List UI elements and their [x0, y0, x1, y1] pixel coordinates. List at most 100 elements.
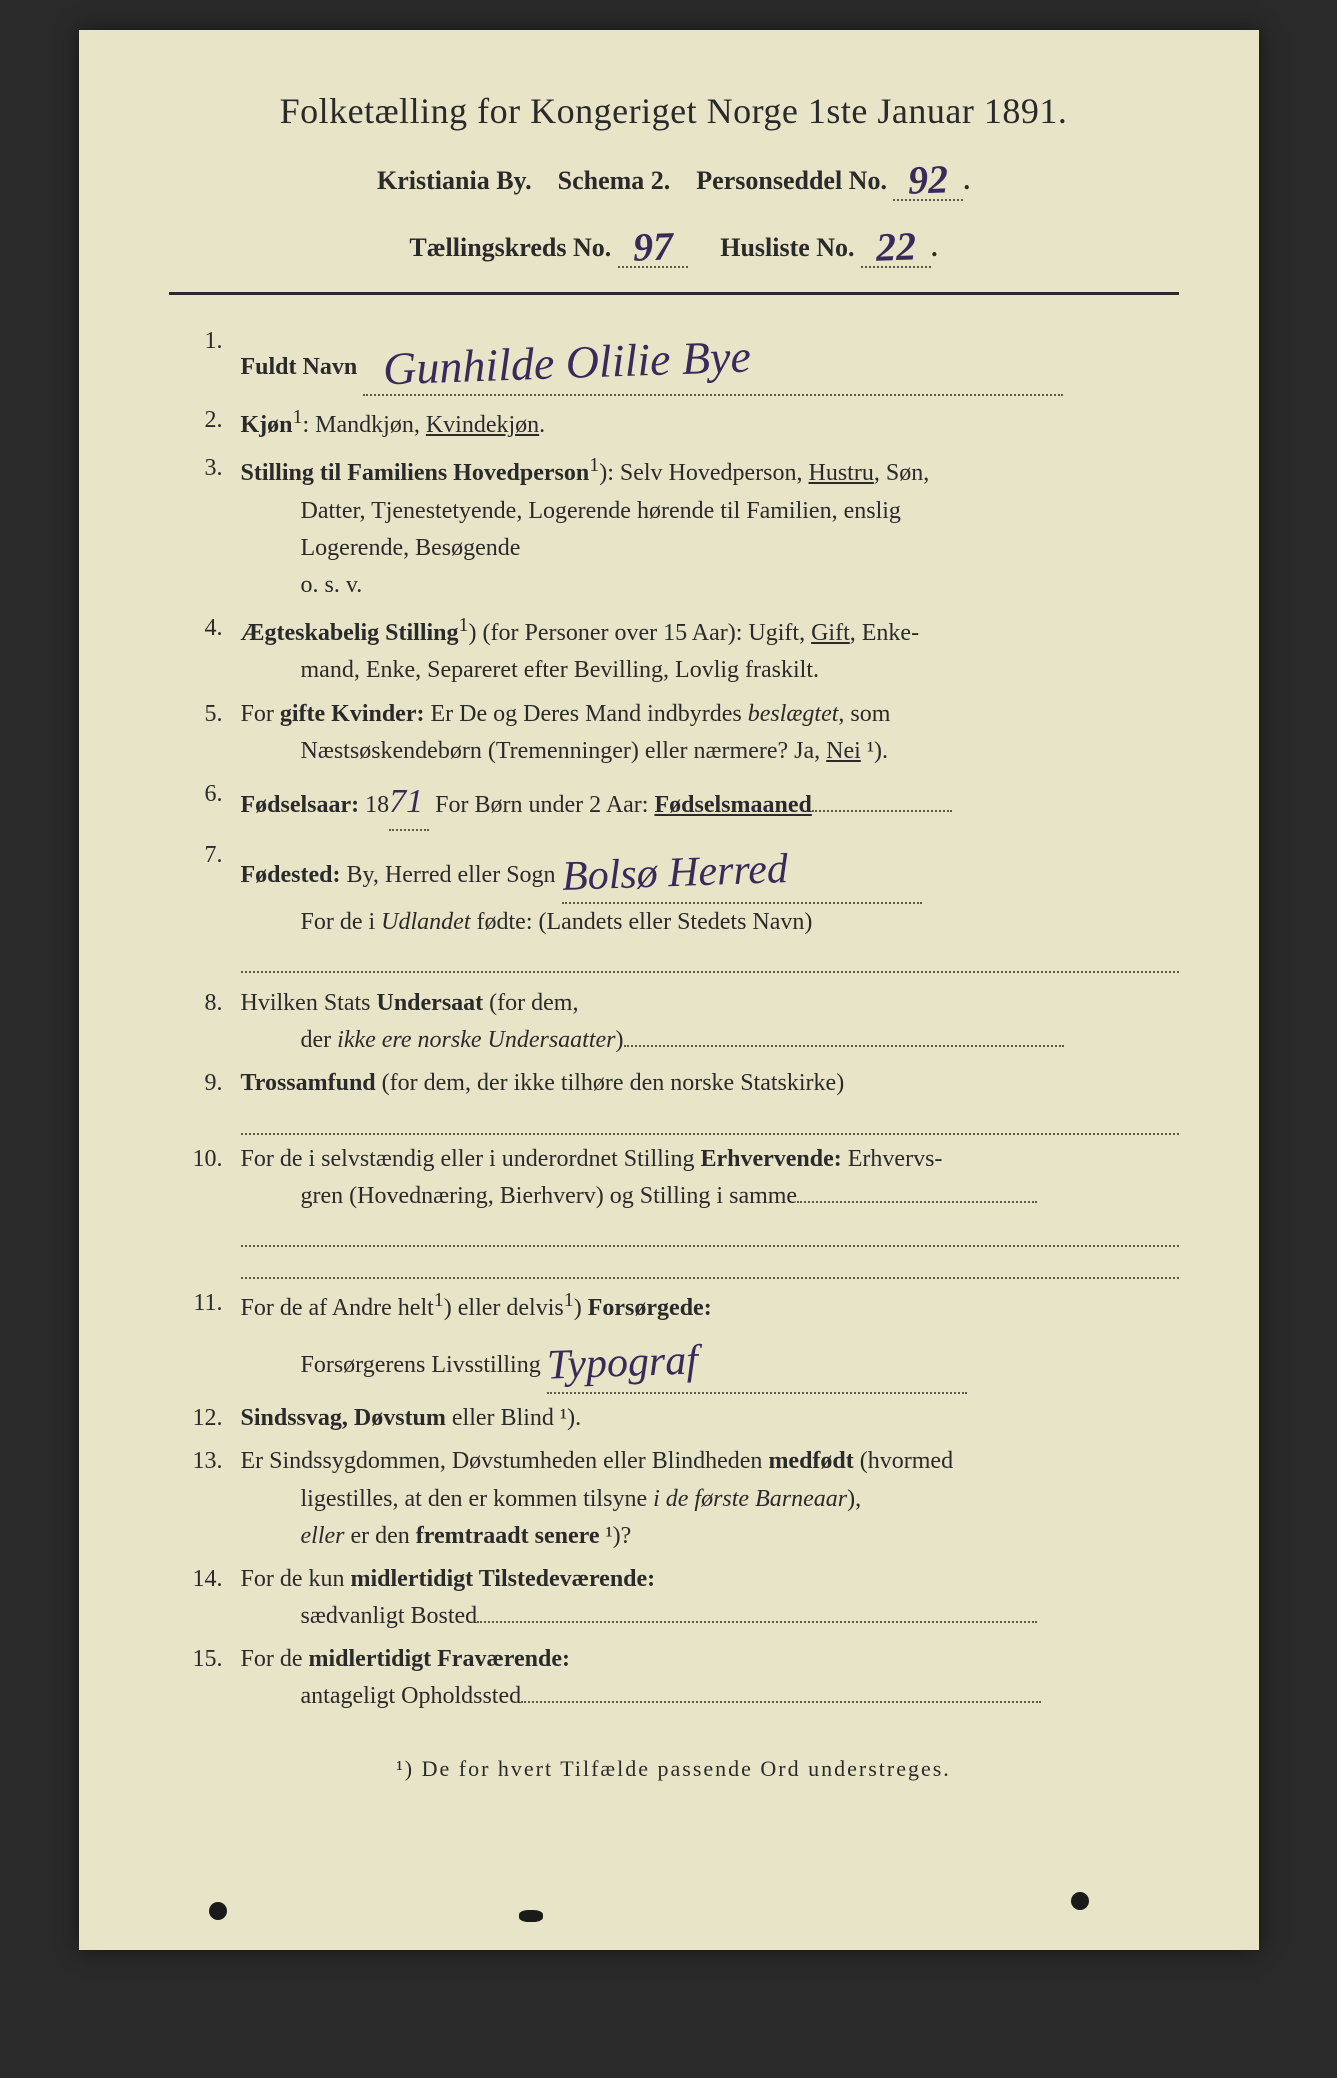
pre: 18 [359, 792, 389, 818]
b2: fremtraadt senere [416, 1523, 600, 1549]
b: midlertidigt Tilstedeværende: [351, 1566, 656, 1592]
l2a: For de i [241, 909, 382, 935]
b2: Fødselsmaaned [654, 792, 811, 818]
blank-line [241, 1257, 1179, 1279]
field-num: 2. [169, 402, 241, 444]
main-title: Folketælling for Kongeriget Norge 1ste J… [169, 90, 1179, 132]
s1: 1 [434, 1289, 444, 1311]
l2a: ligestilles, at den er kommen tilsyne [241, 1486, 654, 1512]
t1b: , Søn, [874, 460, 929, 486]
l2: Forsørgerens Livsstilling [241, 1352, 547, 1378]
label: Fødselsaar: [241, 792, 360, 818]
field-num: 15. [169, 1641, 241, 1715]
u: Gift [811, 620, 850, 646]
field-2: 2. Kjøn1: Mandkjøn, Kvindekjøn. [169, 402, 1179, 444]
lead: For [241, 701, 280, 727]
l1c: (for dem, [483, 990, 578, 1016]
field-5: 5. For gifte Kvinder: Er De og Deres Man… [169, 696, 1179, 770]
r: eller Blind ¹). [446, 1405, 581, 1431]
census-form-page: Folketælling for Kongeriget Norge 1ste J… [79, 30, 1259, 1950]
r: Er De og Deres Mand indbyrdes [424, 701, 747, 727]
s2: 1 [564, 1289, 574, 1311]
l1a: Hvilken Stats [241, 990, 377, 1016]
rest: : Mandkjøn, [303, 412, 426, 438]
r: By, Herred eller Sogn [340, 862, 561, 888]
l2b: ) [616, 1027, 624, 1053]
blank-line [241, 951, 1179, 973]
b1: medfødt [768, 1448, 853, 1474]
field-num: 9. [169, 1065, 241, 1134]
field-15: 15. For de midlertidigt Fraværende: anta… [169, 1641, 1179, 1715]
field-num: 7. [169, 837, 241, 973]
divider [169, 292, 1179, 295]
field-num: 11. [169, 1285, 241, 1394]
field-1: 1. Fuldt Navn Gunhilde Olilie Bye [169, 323, 1179, 396]
l1c: ) [574, 1295, 588, 1321]
field-12: 12. Sindssvag, Døvstum eller Blind ¹). [169, 1400, 1179, 1437]
b: gifte Kvinder: [280, 701, 425, 727]
l1a: For de af Andre helt [241, 1295, 434, 1321]
l2b: ), [847, 1486, 861, 1512]
subline: Tællingskreds No. 97 Husliste No. 22 . [169, 219, 1179, 268]
r: (for dem, der ikke tilhøre den norske St… [376, 1070, 845, 1096]
t4: o. s. v. [241, 572, 363, 598]
label: Fuldt Navn [241, 354, 358, 380]
field-num: 5. [169, 696, 241, 770]
ink-spot [1071, 1892, 1089, 1910]
name-value: Gunhilde Olilie Bye [382, 321, 752, 405]
l2a: Næstsøskendebørn (Tremenninger) eller næ… [241, 738, 827, 764]
blank-line [241, 1225, 1179, 1247]
l3i: eller [241, 1523, 345, 1549]
l2u: Nei [826, 738, 861, 764]
l2: antageligt Opholdssted [241, 1683, 522, 1709]
ink-spot [209, 1902, 227, 1920]
b: Trossamfund [241, 1070, 376, 1096]
b: midlertidigt Fraværende: [309, 1646, 571, 1672]
field-11: 11. For de af Andre helt1) eller delvis1… [169, 1285, 1179, 1394]
b: Forsørgede: [588, 1295, 712, 1321]
field-4: 4. Ægteskabelig Stilling1) (for Personer… [169, 610, 1179, 689]
field-num: 13. [169, 1443, 241, 1555]
t1a: ): Selv Hovedperson, [599, 460, 808, 486]
b: Sindssvag, Døvstum [241, 1405, 446, 1431]
kreds-label: Tællingskreds No. [409, 233, 611, 262]
l2: mand, Enke, Separeret efter Bevilling, L… [241, 657, 820, 683]
field-9: 9. Trossamfund (for dem, der ikke tilhør… [169, 1065, 1179, 1134]
schema: Schema 2. [558, 166, 671, 195]
t2: Datter, Tjenestetyende, Logerende hørend… [241, 498, 901, 524]
label: Kjøn [241, 412, 293, 438]
l2i: ikke ere norske Undersaatter [337, 1027, 615, 1053]
field-num: 4. [169, 610, 241, 689]
l3a: er den [344, 1523, 415, 1549]
l2b: ¹). [861, 738, 888, 764]
sup: 1 [459, 614, 469, 636]
field-6: 6. Fødselsaar: 1871 For Børn under 2 Aar… [169, 776, 1179, 831]
l2b: fødte: (Landets eller Stedets Navn) [471, 909, 813, 935]
t1u: Hustru [809, 460, 874, 486]
t3: Logerende, Besøgende [241, 535, 521, 561]
l2i: i de første Barneaar [653, 1486, 847, 1512]
field-14: 14. For de kun midlertidigt Tilstedevære… [169, 1561, 1179, 1635]
year: 71 [389, 783, 423, 820]
city: Kristiania By. [377, 166, 532, 195]
t: , som [838, 701, 890, 727]
l1b: ) eller delvis [444, 1295, 564, 1321]
field-num: 12. [169, 1400, 241, 1437]
blank-line [241, 1113, 1179, 1135]
l1: For de kun [241, 1566, 351, 1592]
l1a: For de i selvstændig eller i underordnet… [241, 1146, 701, 1172]
ra: ) (for Personer over 15 Aar): Ugift, [469, 620, 812, 646]
l3b: ¹)? [599, 1523, 631, 1549]
r: For Børn under 2 Aar: [429, 792, 654, 818]
field-8: 8. Hvilken Stats Undersaat (for dem, der… [169, 985, 1179, 1059]
l1b: Undersaat [377, 990, 484, 1016]
underlined: Kvindekjøn [426, 412, 539, 438]
field-num: 10. [169, 1141, 241, 1279]
sup: 1 [293, 406, 303, 428]
kreds-value: 97 [632, 222, 674, 270]
field-10: 10. For de i selvstændig eller i underor… [169, 1141, 1179, 1279]
l2: sædvanligt Bosted [241, 1603, 478, 1629]
field-num: 6. [169, 776, 241, 831]
field-num: 14. [169, 1561, 241, 1635]
l1a: Er Sindssygdommen, Døvstumheden eller Bl… [241, 1448, 769, 1474]
